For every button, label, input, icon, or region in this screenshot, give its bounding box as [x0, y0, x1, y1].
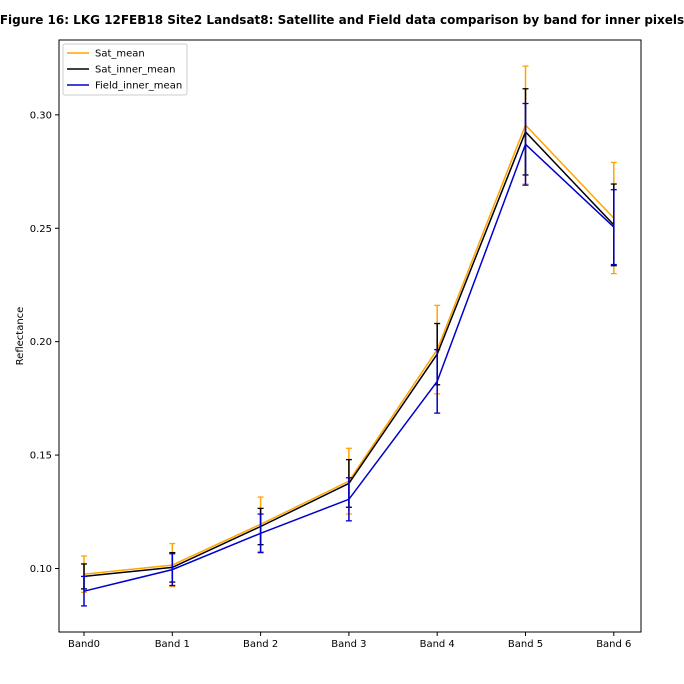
- chart-title: Figure 16: LKG 12FEB18 Site2 Landsat8: S…: [0, 13, 684, 27]
- series-line: [83, 142, 615, 592]
- legend-label: Field_inner_mean: [95, 81, 182, 92]
- x-tick-label: Band 6: [596, 639, 631, 650]
- x-tick-label: Band 2: [243, 639, 278, 650]
- y-tick-label: 0.20: [30, 337, 52, 348]
- x-tick-label: Band 1: [155, 639, 190, 650]
- y-axis-label: Reflectance: [15, 307, 26, 366]
- axes-frame: [58, 39, 642, 633]
- x-tick-label: Band 3: [331, 639, 366, 650]
- legend-label: Sat_inner_mean: [95, 65, 175, 76]
- y-tick-label: 0.10: [30, 564, 52, 575]
- y-tick-label: 0.15: [30, 451, 52, 462]
- x-tick-label: Band 5: [508, 639, 543, 650]
- x-tick-label: Band 4: [420, 639, 455, 650]
- x-tick-label: Band0: [68, 639, 100, 650]
- plot-area: Band0 Band 1 Band 2 Band 3 Band 4 Band 5 Band …: [30, 39, 642, 650]
- y-tick-label: 0.30: [30, 110, 52, 121]
- y-tick-label: 0.25: [30, 224, 52, 235]
- legend-label: Sat_mean: [95, 49, 145, 60]
- legend-box: [62, 43, 188, 96]
